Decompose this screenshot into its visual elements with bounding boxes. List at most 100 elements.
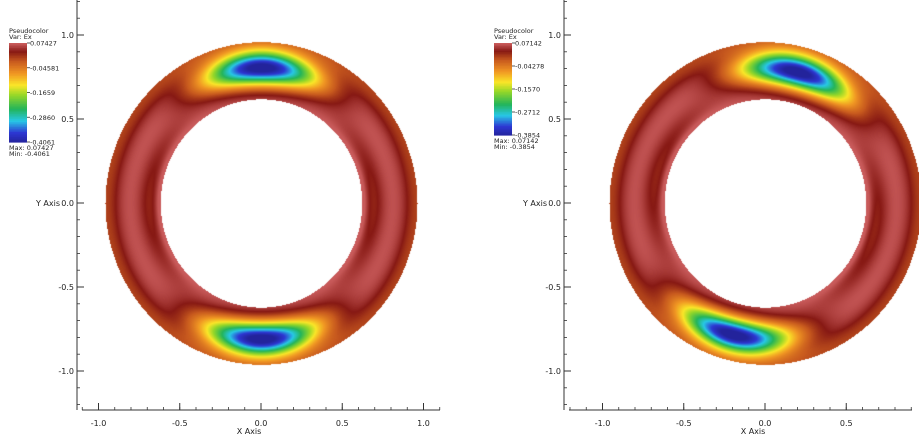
legend-swatch — [9, 82, 27, 85]
legend-swatch — [9, 84, 27, 87]
legend-swatch — [494, 122, 512, 125]
legend-swatch — [494, 131, 512, 135]
legend-swatch — [9, 104, 27, 107]
legend-swatch — [494, 104, 512, 107]
x-tick-label: 0.5 — [840, 419, 853, 428]
legend-var: Var: Ex — [494, 33, 517, 41]
legend-swatch — [9, 138, 27, 141]
y-tick-label: -1.0 — [545, 367, 561, 376]
legend-label: -0.04278 — [515, 63, 544, 71]
legend-swatch — [9, 76, 27, 79]
legend-swatch — [494, 98, 512, 101]
legend-swatch — [494, 79, 512, 82]
legend-swatch — [9, 95, 27, 99]
legend-swatch — [494, 127, 512, 130]
y-tick-label: 0.0 — [61, 199, 74, 208]
legend-swatch — [494, 125, 512, 128]
x-tick-label: -1.0 — [91, 419, 107, 428]
legend-label: 0.07427 — [30, 40, 57, 48]
y-tick-label: -0.5 — [545, 283, 561, 292]
legend-swatch — [9, 130, 27, 133]
legend-swatch — [9, 123, 27, 127]
legend-swatch — [494, 121, 512, 124]
x-tick-label: -0.5 — [172, 419, 188, 428]
legend-swatch — [494, 75, 512, 78]
legend-swatch — [9, 43, 27, 46]
legend-swatch — [9, 107, 27, 110]
legend-swatch — [494, 43, 512, 46]
legend-swatch — [9, 120, 27, 123]
legend-swatch — [9, 105, 27, 108]
legend-swatch — [494, 93, 512, 96]
legend-swatch — [9, 52, 27, 56]
legend-swatch — [9, 87, 27, 90]
legend-swatch — [494, 113, 512, 116]
legend-swatch — [494, 72, 512, 75]
legend-swatch — [9, 44, 27, 47]
legend-title: Pseudocolor — [494, 27, 534, 35]
legend-swatch — [494, 50, 512, 53]
legend-swatch — [9, 113, 27, 117]
legend-swatch — [9, 100, 27, 103]
legend-swatch — [494, 96, 512, 99]
legend-swatch — [9, 77, 27, 80]
y-tick-label: -1.0 — [58, 367, 74, 376]
legend-swatch — [9, 102, 27, 105]
legend-swatch — [9, 97, 27, 100]
legend-swatch — [494, 89, 512, 92]
legend-label: -0.2860 — [30, 114, 55, 122]
legend-swatch — [494, 124, 512, 127]
legend-swatch — [494, 102, 512, 105]
legend-swatch — [9, 118, 27, 122]
legend-swatch — [9, 110, 27, 113]
legend-swatch — [494, 81, 512, 84]
legend-swatch — [494, 59, 512, 62]
legend-swatch — [494, 49, 512, 52]
legend-swatch — [494, 128, 512, 131]
legend-swatch — [494, 53, 512, 56]
y-axis-title: Y Axis — [35, 199, 60, 208]
legend-swatch — [494, 55, 512, 58]
legend-swatch — [494, 90, 512, 93]
legend-swatch — [494, 69, 512, 72]
legend-swatch — [494, 119, 512, 122]
y-tick-label: 1.0 — [548, 31, 561, 40]
legend-swatch — [9, 89, 27, 92]
legend-swatch — [494, 52, 512, 55]
legend-swatch — [9, 71, 27, 74]
legend-swatch — [9, 125, 27, 128]
legend-swatch — [9, 80, 27, 84]
legend-swatch — [9, 49, 27, 52]
legend-swatch — [494, 87, 512, 90]
legend-var: Var: Ex — [9, 33, 32, 41]
legend-swatch — [494, 133, 512, 136]
legend-swatch — [9, 46, 27, 49]
x-axis-title: X Axis — [741, 427, 766, 436]
legend-swatch — [9, 51, 27, 54]
legend-swatch — [9, 122, 27, 125]
legend-label: -0.3854 — [515, 132, 540, 140]
legend-swatch — [9, 62, 27, 66]
legend-swatch — [494, 62, 512, 66]
legend-label: -0.04581 — [30, 64, 59, 72]
legend-swatch — [494, 108, 512, 112]
legend-swatch — [494, 64, 512, 67]
legend-swatch — [494, 95, 512, 98]
legend-label: 0.07142 — [515, 40, 542, 48]
legend-swatch — [9, 72, 27, 75]
legend-label: -0.1570 — [515, 86, 540, 94]
legend-swatch — [9, 85, 27, 89]
legend-swatch — [494, 130, 512, 133]
legend-swatch — [9, 117, 27, 120]
legend-swatch — [494, 47, 512, 50]
legend-label: -0.2712 — [515, 109, 540, 117]
plot-svg: 1.00.50.0-0.5-1.0Y Axis-1.0-0.50.00.51.0… — [487, 0, 919, 439]
x-tick-label: 0.0 — [255, 419, 268, 428]
y-axis-title: Y Axis — [522, 199, 547, 208]
legend-swatch — [494, 66, 512, 69]
legend-swatch — [9, 128, 27, 132]
legend-swatch — [9, 127, 27, 130]
legend-swatch — [9, 109, 27, 112]
legend-min: Min: -0.4061 — [9, 150, 50, 158]
legend-swatch — [9, 132, 27, 135]
